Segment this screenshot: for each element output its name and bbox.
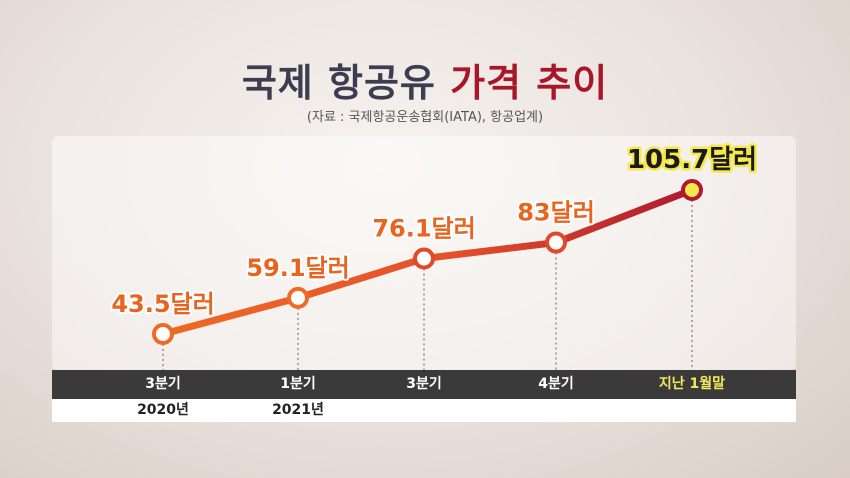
data-point [681,179,703,201]
title-part-1: 국제 항공유 [241,61,436,105]
source-note: (자료 : 국제항공운송협회(IATA), 항공업계) [306,110,544,125]
data-point [413,247,435,270]
year-tick-label: 2020년 [137,402,189,418]
data-label: 59.1달러 [246,254,349,282]
data-label: 76.1달러 [372,215,475,243]
x-tick-label: 1분기 [280,376,316,392]
data-label: 43.5달러 [111,290,214,318]
x-tick-label: 3분기 [406,376,442,392]
data-point [152,323,174,345]
data-point [545,231,567,254]
x-tick-label: 3분기 [145,376,181,392]
x-axis-bar: 3분기 1분기 3분기 4분기 지난 1월말 [52,370,796,399]
x-tick-label: 지난 1월말 [658,376,726,392]
data-point [287,286,309,309]
x-tick-label: 4분기 [538,376,574,392]
title-part-2: 가격 추이 [450,61,609,105]
data-label: 83달러 [517,199,595,227]
year-tick-label: 2021년 [272,402,324,418]
year-axis-bar: 2020년 2021년 [52,399,796,422]
chart-title: 국제 항공유 가격 추이 [0,52,850,107]
data-label: 105.7달러 [627,145,757,175]
